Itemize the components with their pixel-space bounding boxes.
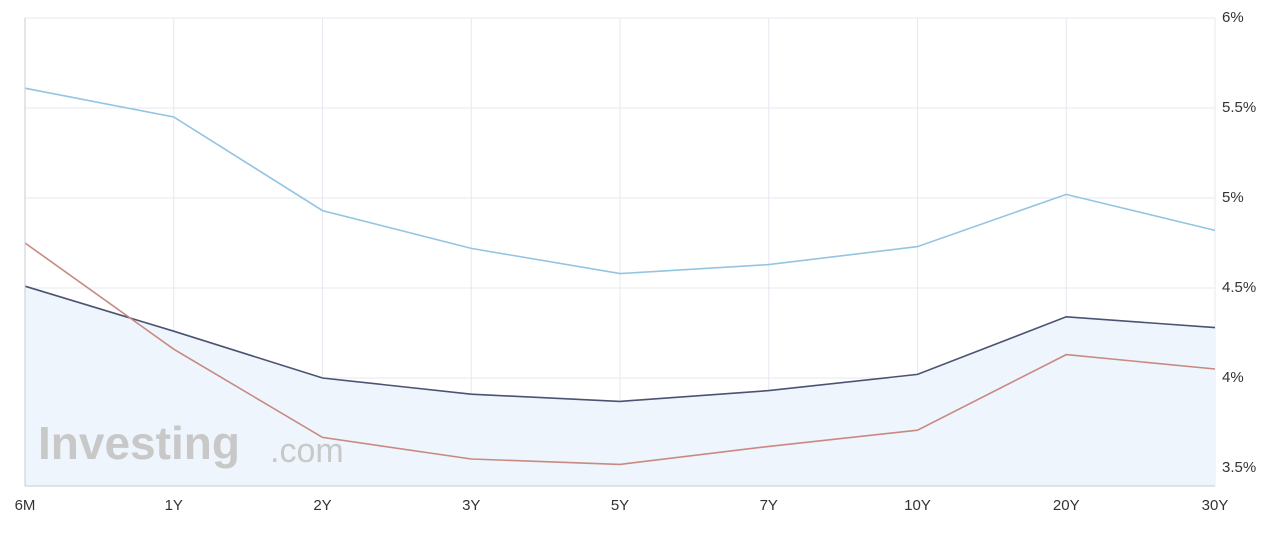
watermark-brand: Investing [38, 417, 240, 469]
x-tick-label: 30Y [1202, 497, 1229, 514]
x-tick-label: 5Y [611, 497, 629, 514]
line [24, 242, 1216, 466]
watermark-suffix: .com [270, 432, 344, 470]
area [25, 286, 1215, 486]
y-tick-label: 5.5% [1222, 99, 1256, 116]
y-tick-label: 6% [1222, 9, 1244, 26]
line [24, 285, 1216, 403]
y-tick-label: 5% [1222, 189, 1244, 206]
plot [24, 87, 1216, 486]
x-tick-label: 20Y [1053, 497, 1080, 514]
y-tick-label: 4.5% [1222, 279, 1256, 296]
y-tick-label: 4% [1222, 369, 1244, 386]
x-tick-label: 3Y [462, 497, 480, 514]
axes: 3.5% 4% 4.5% 5% 5.5% 6% 6M 1Y 2Y 3Y 5Y 7Y 10Y 20Y 30Y [15, 9, 1257, 514]
x-tick-label: 1Y [165, 497, 183, 514]
x-tick-label: 6M [15, 497, 36, 514]
y-tick-label: 3.5% [1222, 459, 1256, 476]
line [24, 87, 1216, 275]
x-tick-label: 10Y [904, 497, 931, 514]
x-tick-label: 2Y [313, 497, 331, 514]
x-tick-label: 7Y [760, 497, 778, 514]
